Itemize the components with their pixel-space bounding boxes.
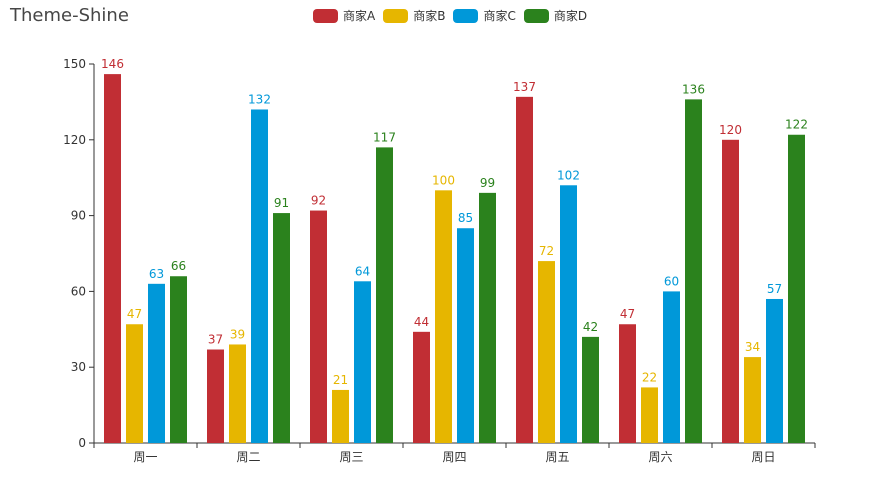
bar (207, 349, 224, 443)
legend: 商家A 商家B 商家C 商家D (313, 7, 587, 24)
bar-value-label: 120 (719, 123, 742, 137)
bar (538, 261, 555, 443)
bar-value-label: 72 (539, 244, 554, 258)
legend-label: 商家B (413, 9, 446, 23)
legend-item[interactable]: 商家C (453, 7, 516, 24)
bar-value-label: 37 (208, 333, 223, 347)
x-tick-label: 周一 (133, 450, 157, 464)
chart-title: Theme-Shine (10, 5, 129, 26)
y-tick-label: 60 (71, 284, 86, 298)
bar (413, 331, 430, 443)
legend-swatch (523, 8, 549, 23)
bar (354, 281, 371, 443)
bar (685, 99, 702, 443)
bar-value-label: 39 (230, 327, 245, 341)
bar-value-label: 122 (785, 118, 808, 132)
legend-item[interactable]: 商家A (313, 7, 375, 24)
bar-value-label: 44 (414, 315, 429, 329)
bar-value-label: 100 (432, 173, 455, 187)
bar (126, 324, 143, 443)
bar-value-label: 132 (248, 92, 271, 106)
bar (457, 228, 474, 443)
x-tick-label: 周四 (442, 450, 466, 464)
bar (435, 190, 452, 443)
bar (229, 344, 246, 443)
y-tick-label: 30 (71, 360, 86, 374)
bar-value-label: 42 (583, 320, 598, 334)
bar (641, 387, 658, 443)
bar-value-label: 102 (557, 168, 580, 182)
legend-label: 商家D (553, 9, 588, 23)
legend-swatch (453, 8, 479, 23)
bar-value-label: 92 (311, 194, 326, 208)
y-tick-label: 90 (71, 209, 86, 223)
legend-swatch (313, 8, 338, 23)
bar (619, 324, 636, 443)
bar-value-label: 60 (664, 274, 679, 288)
x-tick-label: 周六 (648, 450, 672, 464)
bar-value-label: 136 (682, 82, 705, 96)
bar (582, 336, 599, 443)
x-tick-label: 周二 (236, 450, 260, 464)
bar (251, 109, 268, 443)
bar (516, 96, 533, 443)
legend-label: 商家A (343, 9, 376, 23)
bar (479, 192, 496, 443)
bar-value-label: 99 (480, 176, 495, 190)
bar-value-label: 66 (171, 259, 186, 273)
bar (332, 389, 349, 443)
bar-value-label: 137 (513, 80, 536, 94)
legend-swatch (383, 8, 409, 23)
bar (310, 210, 327, 443)
bar (788, 134, 805, 443)
bar-value-label: 63 (149, 267, 164, 281)
bar-value-label: 21 (333, 373, 348, 387)
bar (273, 213, 290, 443)
bar (560, 185, 577, 443)
legend-label: 商家C (483, 9, 516, 23)
bar-value-label: 85 (458, 211, 473, 225)
bar-value-label: 34 (745, 340, 760, 354)
bar-value-label: 47 (620, 307, 635, 321)
x-tick-label: 周日 (751, 450, 775, 464)
bar (148, 283, 165, 443)
bar (376, 147, 393, 443)
bar-value-label: 22 (642, 370, 657, 384)
bar-value-label: 57 (767, 282, 782, 296)
y-tick-label: 150 (63, 57, 86, 71)
bar (744, 357, 761, 443)
bar-value-label: 91 (274, 196, 289, 210)
bar (722, 139, 739, 444)
bar (766, 298, 783, 443)
bar (104, 74, 121, 444)
x-tick-label: 周三 (339, 450, 363, 464)
legend-item[interactable]: 商家D (523, 7, 588, 24)
x-tick-label: 周五 (545, 450, 569, 464)
bar-value-label: 64 (355, 264, 370, 278)
bar-value-label: 117 (373, 130, 396, 144)
bar (170, 276, 187, 443)
bar (663, 291, 680, 443)
y-tick-label: 120 (63, 133, 86, 147)
legend-item[interactable]: 商家B (383, 7, 445, 24)
bar-value-label: 47 (127, 307, 142, 321)
y-tick-label: 0 (78, 436, 86, 450)
bar-value-label: 146 (101, 57, 124, 71)
